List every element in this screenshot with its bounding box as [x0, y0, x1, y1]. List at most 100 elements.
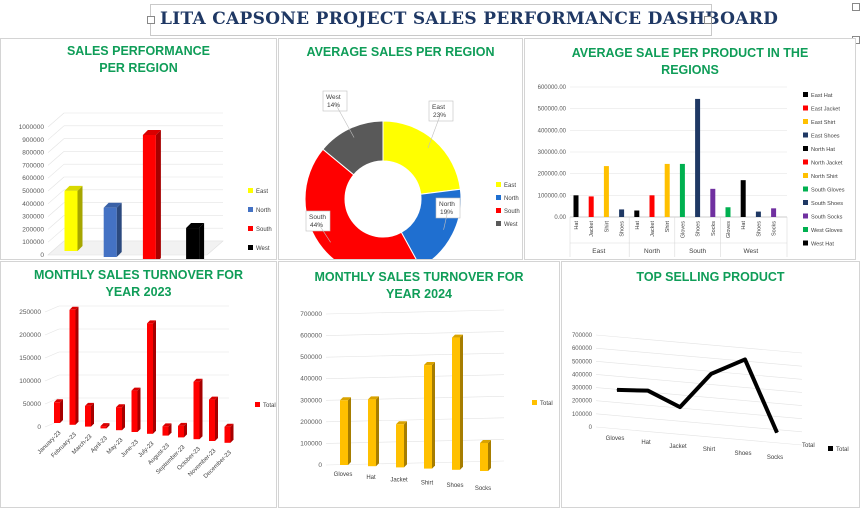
gridline	[325, 439, 505, 444]
y-tick-label: 700000	[572, 333, 593, 339]
x-tick-label: Shoes	[734, 451, 751, 457]
y-tick-label: 200000	[19, 332, 41, 339]
y-tick-label: 300000	[572, 386, 593, 392]
data-label-leader	[427, 112, 442, 149]
chart-title: AVERAGE SALE PER PRODUCT IN THE REGIONS	[571, 46, 809, 77]
bar-side	[122, 404, 125, 431]
bar-top	[480, 439, 491, 443]
data-label-leader	[317, 222, 331, 243]
group-label: North	[644, 248, 660, 255]
bar-side	[116, 202, 122, 257]
series-axis-label: Total	[802, 443, 815, 449]
x-tick-label: Hat	[741, 221, 747, 230]
legend-swatch	[803, 186, 808, 192]
chart-title: MONTHLY SALES TURNOVER FOR YEAR 2023	[33, 268, 244, 299]
bar-side	[155, 130, 161, 259]
gridline	[325, 309, 505, 315]
bar-top	[224, 423, 234, 427]
chart-turnover-2024: 700000 600000 500000 400000 300000 200000 1000…	[300, 309, 553, 492]
bar	[588, 196, 594, 217]
bar-top	[193, 378, 203, 382]
bar	[634, 210, 640, 217]
data-label-leader	[443, 209, 449, 230]
bar-top	[178, 422, 187, 426]
chart-panel-average-sales-region[interactable]: AVERAGE SALES PER REGION East 23% North 19%…	[278, 38, 523, 260]
legend-label: West	[504, 222, 518, 228]
gridline	[595, 360, 803, 380]
y-tick-label: 1000000	[19, 124, 45, 131]
gridline	[325, 331, 505, 336]
bar-side	[77, 185, 83, 251]
gridline	[47, 189, 65, 205]
legend-swatch	[532, 400, 537, 405]
y-tick-label: 100000	[22, 239, 44, 246]
bar	[54, 402, 60, 423]
bar	[573, 195, 579, 217]
bar-side	[432, 362, 435, 469]
resize-handle[interactable]	[852, 3, 860, 11]
chart-panel-top-selling-product[interactable]: TOP SELLING PRODUCT 700000 600000 500000 40…	[561, 261, 860, 508]
legend-label: West	[256, 246, 270, 252]
x-tick-label: Shirt	[421, 480, 434, 486]
y-tick-label: 0	[589, 425, 593, 431]
data-label-leader	[334, 102, 355, 138]
gridline	[325, 395, 505, 401]
y-tick-label: 150000	[19, 355, 41, 362]
gridline	[595, 374, 803, 393]
group-label: West	[743, 248, 758, 255]
legend-label: South	[256, 227, 272, 233]
y-tick-label: 100000	[19, 378, 41, 385]
bar	[649, 195, 655, 217]
bar-side	[199, 223, 205, 259]
legend-label: East	[504, 183, 516, 189]
y-tick-label: 400000	[300, 376, 322, 383]
legend-swatch	[803, 105, 808, 111]
gridline	[595, 334, 803, 354]
gridline	[44, 374, 60, 382]
chart-panel-turnover-2023[interactable]: MONTHLY SALES TURNOVER FOR YEAR 2023 250…	[0, 261, 277, 508]
data-label-box	[435, 197, 461, 219]
data-point	[744, 358, 746, 360]
bar	[368, 399, 376, 467]
bar-side	[153, 320, 156, 434]
bar-side	[215, 396, 218, 441]
bar	[162, 426, 169, 436]
bar-top	[147, 320, 156, 324]
bar	[193, 381, 200, 440]
legend-swatch	[803, 213, 808, 219]
resize-handle[interactable]	[147, 16, 155, 24]
legend-label: North Shirt	[811, 174, 838, 180]
gridline	[44, 397, 60, 405]
data-label-box	[305, 210, 331, 232]
y-tick-label: 100000	[572, 412, 593, 418]
bar	[186, 228, 200, 259]
bar-side	[91, 402, 94, 427]
bar	[147, 323, 153, 434]
chart-panel-sales-per-region[interactable]: SALES PERFORMANCE PER REGION 1000000 9000…	[0, 38, 277, 260]
chart-panel-turnover-2024[interactable]: MONTHLY SALES TURNOVER FOR YEAR 2024 700…	[278, 261, 560, 508]
bar-side	[137, 387, 141, 432]
bar	[69, 309, 76, 425]
gridline	[595, 347, 803, 367]
gridline	[47, 138, 65, 153]
x-tick-label: Shoes	[620, 221, 626, 237]
resize-handle[interactable]	[704, 16, 712, 24]
legend-label: West Hat	[811, 242, 834, 248]
bar-top	[396, 421, 407, 425]
chart-panel-average-sale-product[interactable]: AVERAGE SALE PER PRODUCT IN THE REGIONS …	[524, 38, 856, 260]
legend-swatch	[803, 92, 808, 97]
gridline	[325, 417, 505, 423]
bar	[116, 407, 122, 431]
bar-top	[424, 362, 435, 366]
x-tick-label: Gloves	[334, 472, 353, 478]
gridline	[47, 215, 65, 230]
bar-top	[116, 404, 125, 408]
bar-top	[186, 223, 205, 229]
dashboard-title-box[interactable]	[150, 4, 712, 36]
bar	[452, 337, 460, 470]
y-tick-label: 300000	[22, 214, 44, 221]
y-tick-label: 0.00	[554, 215, 566, 221]
data-label: South	[309, 214, 326, 221]
bar-top	[85, 402, 94, 406]
x-tick-label: Socks	[772, 221, 778, 236]
